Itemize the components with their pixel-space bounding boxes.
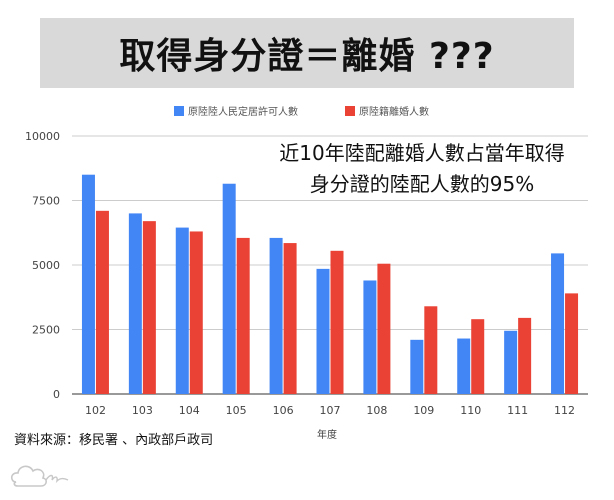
x-tick-label: 112 xyxy=(554,404,575,417)
bar-residence-permits-105 xyxy=(222,183,236,394)
grid-lines xyxy=(72,135,588,395)
y-axis-ticks: 0 2500 5000 7500 10000 xyxy=(25,130,60,401)
legend: 原陸陸人民定居許可人數 原陸籍離婚人數 xyxy=(174,105,429,118)
bar-residence-permits-102 xyxy=(81,174,95,394)
legend-label-residence-permits: 原陸陸人民定居許可人數 xyxy=(188,105,298,118)
legend-label-divorces: 原陸籍離婚人數 xyxy=(359,105,429,118)
annotation-line-1: 近10年陸配離婚人數占當年取得 xyxy=(279,141,564,165)
annotation-line-2: 身分證的陸配人數的95% xyxy=(310,172,534,196)
bar-divorces-102 xyxy=(95,210,109,394)
x-tick-label: 103 xyxy=(132,404,153,417)
bar-divorces-106 xyxy=(283,243,297,394)
bars xyxy=(81,174,579,394)
cloud-signature-logo-icon xyxy=(10,465,69,487)
legend-swatch-residence-permits xyxy=(174,106,184,116)
source-note: 資料來源：移民署 、內政部戶政司 xyxy=(14,433,213,448)
title-banner: 取得身分證＝離婚 ??? xyxy=(40,18,574,88)
bar-divorces-105 xyxy=(236,237,250,394)
x-tick-label: 108 xyxy=(366,404,387,417)
x-tick-label: 110 xyxy=(460,404,481,417)
y-tick-label: 5000 xyxy=(32,259,60,272)
bar-divorces-109 xyxy=(424,306,438,394)
y-tick-label: 7500 xyxy=(32,195,60,208)
x-tick-label: 105 xyxy=(226,404,247,417)
x-tick-label: 106 xyxy=(273,404,294,417)
legend-swatch-divorces xyxy=(345,106,355,116)
x-axis-ticks: 102 103 104 105 106 107 108 109 110 111 112 xyxy=(85,404,575,417)
bar-divorces-107 xyxy=(330,250,344,394)
bar-residence-permits-103 xyxy=(128,213,142,394)
bar-residence-permits-109 xyxy=(410,339,424,394)
bar-residence-permits-108 xyxy=(363,280,377,394)
bar-residence-permits-106 xyxy=(269,237,283,394)
page-title: 取得身分證＝離婚 ??? xyxy=(119,36,495,77)
bar-divorces-111 xyxy=(518,317,532,394)
bar-residence-permits-104 xyxy=(175,227,189,394)
bar-residence-permits-107 xyxy=(316,268,330,394)
y-tick-label: 2500 xyxy=(32,324,60,337)
x-tick-label: 107 xyxy=(320,404,341,417)
y-tick-label: 0 xyxy=(53,388,60,401)
bar-residence-permits-110 xyxy=(457,338,471,394)
x-tick-label: 111 xyxy=(507,404,528,417)
y-tick-label: 10000 xyxy=(25,130,60,143)
bar-divorces-103 xyxy=(142,221,156,394)
bar-divorces-112 xyxy=(565,293,579,394)
bar-divorces-108 xyxy=(377,263,391,394)
bar-divorces-104 xyxy=(189,231,203,394)
bar-divorces-110 xyxy=(471,319,485,394)
x-axis-label: 年度 xyxy=(317,428,337,441)
x-tick-label: 102 xyxy=(85,404,106,417)
x-tick-label: 104 xyxy=(179,404,200,417)
bar-residence-permits-111 xyxy=(504,330,518,394)
bar-residence-permits-112 xyxy=(551,253,565,394)
x-tick-label: 109 xyxy=(413,404,434,417)
